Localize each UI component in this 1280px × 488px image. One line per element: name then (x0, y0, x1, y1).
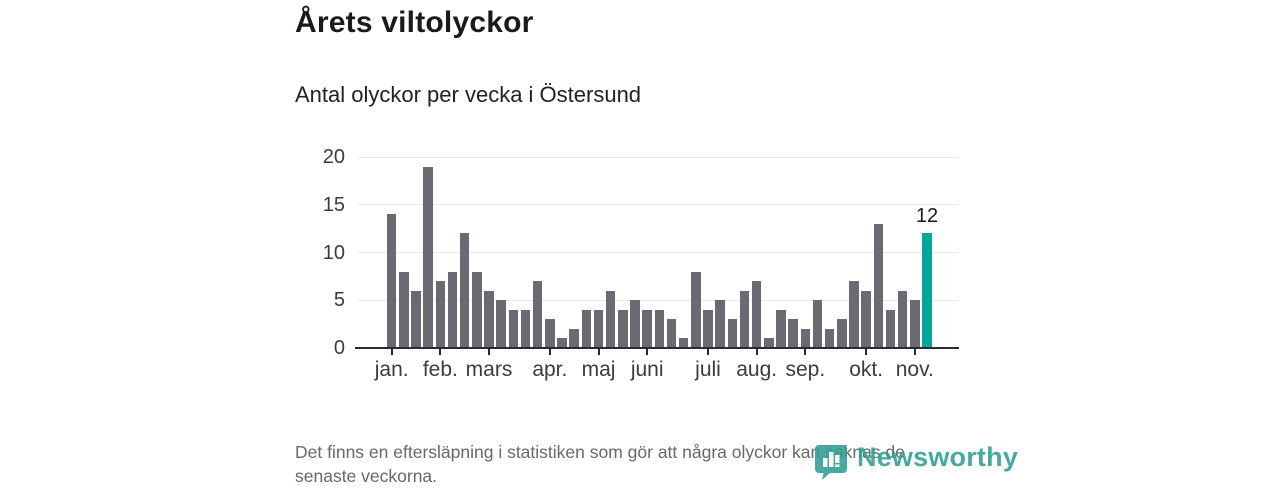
y-gridline (358, 204, 958, 206)
x-axis-tick-label: juli (695, 358, 721, 381)
x-axis-tick (439, 349, 442, 355)
bar-week (630, 300, 640, 348)
newsworthy-wordmark: Newsworthy (857, 442, 1019, 472)
bar-week (618, 309, 628, 348)
bar-week (520, 309, 531, 348)
y-axis-tick-label: 15 (322, 193, 345, 216)
bar-week (897, 290, 908, 348)
bar-week (411, 290, 421, 348)
bar-week (605, 290, 616, 348)
x-axis-tick-label: aug. (736, 358, 778, 381)
bar-week (715, 300, 725, 348)
bar-week (386, 214, 397, 348)
x-axis-tick (548, 349, 551, 355)
bar-week (751, 281, 762, 348)
bar-week (788, 319, 798, 348)
x-axis-tick (707, 349, 710, 355)
x-axis-tick-label: maj (581, 358, 616, 381)
x-axis-tick-label: jan. (374, 358, 409, 381)
bar-week (691, 271, 701, 348)
bar-week (654, 309, 665, 348)
bar-week (703, 309, 713, 348)
x-axis-tick (646, 349, 649, 355)
bar-week (727, 319, 738, 348)
bar-week (593, 309, 604, 348)
x-axis-tick (865, 349, 868, 355)
footnote-line: Det finns en eftersläpning i statistiken… (295, 442, 905, 462)
x-axis-tick-label: okt. (849, 358, 884, 381)
x-axis-tick (390, 349, 393, 355)
bar-week (910, 300, 920, 348)
y-axis-tick-label: 5 (333, 289, 345, 312)
y-axis-tick-label: 20 (322, 146, 345, 168)
y-gridline (358, 156, 958, 158)
x-axis-tick (913, 349, 916, 355)
bar-week (776, 309, 786, 348)
bar-week (642, 309, 652, 348)
bar-week (496, 300, 506, 348)
bar-week (666, 319, 677, 348)
bar-week (545, 319, 555, 348)
x-axis-tick (804, 349, 807, 355)
chart-subtitle: Antal olyckor per vecka i Östersund (295, 82, 642, 107)
bar-week (885, 309, 896, 348)
bar-week (581, 309, 592, 348)
bar-week (764, 338, 774, 348)
bar-week (435, 281, 446, 348)
newsworthy-pin-barchart-icon (812, 441, 852, 486)
y-gridline (358, 299, 958, 301)
bar-week (739, 290, 750, 348)
bar-week (508, 309, 519, 348)
bar-week (447, 271, 458, 348)
x-axis-line (355, 347, 959, 349)
y-axis-tick-label: 0 (333, 337, 345, 359)
bar-week (849, 281, 859, 348)
bar-week (812, 300, 823, 348)
x-axis-tick-label: nov. (895, 358, 934, 381)
highlight-value-label: 12 (915, 205, 939, 228)
x-axis-tick (755, 349, 758, 355)
bar-week (861, 290, 871, 348)
x-axis-tick-label: sep. (785, 358, 826, 381)
bar-week (873, 223, 884, 348)
bar-week (800, 328, 811, 348)
bar-week (837, 319, 847, 348)
page-title: Årets viltolyckor (295, 6, 534, 39)
bar-week (569, 328, 579, 348)
bar-week (557, 338, 567, 348)
bar-week (678, 338, 689, 348)
bar-week (399, 271, 409, 348)
bar-highlighted-week (922, 233, 932, 348)
x-axis-tick-label: apr. (532, 358, 568, 381)
y-gridline (358, 252, 958, 253)
x-axis-tick (488, 349, 491, 355)
x-axis-tick-label: feb. (422, 358, 458, 381)
bar-week (423, 166, 433, 348)
x-axis-tick-label: juni (630, 358, 664, 381)
bar-week (824, 328, 835, 348)
bar-week (532, 281, 543, 348)
newsworthy-logo: Newsworthy (812, 441, 1018, 481)
bar-week (484, 290, 494, 348)
x-axis-tick-label: mars (465, 358, 513, 381)
y-axis-tick-label: 10 (322, 241, 345, 264)
bar-week (459, 233, 470, 348)
bar-week (472, 271, 482, 348)
x-axis-tick (597, 349, 600, 355)
